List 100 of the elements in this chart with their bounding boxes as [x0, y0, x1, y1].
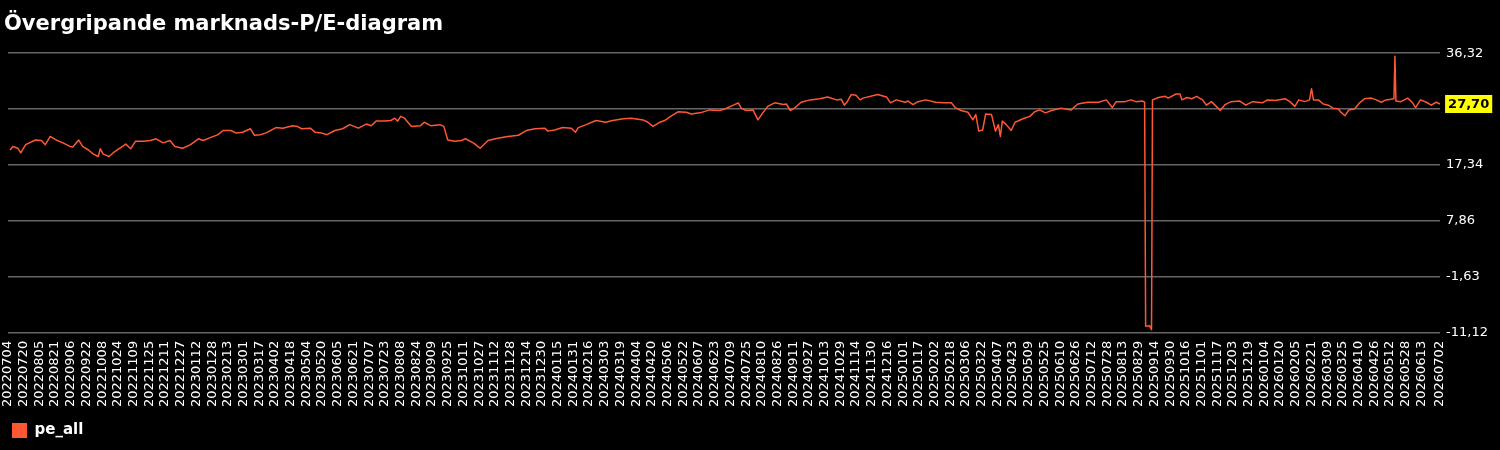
x-tick-label: 20230909 [423, 340, 439, 407]
x-tick-label: 20231230 [533, 340, 549, 407]
x-tick-label: 20250101 [894, 340, 910, 407]
y-tick-label: 17,34 [1446, 156, 1484, 172]
x-tick-label: 20221109 [125, 340, 141, 407]
x-tick-label: 20220821 [46, 340, 62, 407]
x-tick-label: 20231214 [517, 340, 533, 407]
x-tick-label: 20240404 [627, 340, 643, 407]
x-tick-label: 20250626 [1067, 340, 1083, 407]
x-tick-label: 20260325 [1334, 340, 1350, 407]
x-tick-label: 20221211 [156, 340, 172, 407]
chart-title: Övergripande marknads-P/E-diagram [4, 10, 444, 36]
x-tick-label: 20221024 [109, 340, 125, 407]
x-tick-label: 20250829 [1130, 340, 1146, 407]
annotation: 27,70 [1448, 95, 1490, 111]
x-tick-label: 20240216 [580, 340, 596, 407]
y-tick-label: -1,63 [1446, 268, 1480, 284]
x-tick-label: 20240506 [658, 340, 674, 407]
x-tick-label: 20221125 [140, 340, 156, 407]
x-tick-label: 20260512 [1381, 340, 1397, 407]
x-tick-label: 20230605 [329, 340, 345, 407]
x-tick-label: 20230317 [250, 340, 266, 407]
x-tick-label: 20240911 [784, 340, 800, 407]
x-tick-label: 20260309 [1318, 340, 1334, 407]
x-tick-label: 20230418 [282, 340, 298, 407]
x-tick-label: 20260104 [1255, 340, 1271, 407]
x-tick-label: 20260410 [1350, 340, 1365, 407]
x-tick-label: 20250407 [988, 340, 1004, 407]
x-tick-label: 20251117 [1208, 340, 1224, 407]
x-tick-label: 20251219 [1240, 340, 1256, 407]
x-tick-label: 20250117 [910, 340, 926, 407]
x-tick-label: 20240522 [674, 340, 690, 407]
x-tick-label: 20230112 [187, 340, 203, 407]
x-tick-label: 20250610 [1051, 340, 1067, 407]
x-tick-label: 20231112 [486, 340, 502, 407]
x-tick-label: 20230301 [234, 340, 250, 407]
x-tick-label: 20260221 [1302, 340, 1318, 407]
x-tick-label: 20220805 [30, 340, 46, 407]
x-tick-label: 20250914 [1145, 340, 1161, 407]
x-tick-label: 20240826 [768, 340, 784, 407]
x-tick-label: 20230504 [297, 340, 313, 407]
x-tick-label: 20240319 [611, 340, 627, 407]
x-tick-label: 20240115 [549, 340, 565, 407]
x-tick-label: 20241114 [847, 340, 863, 407]
x-tick-label: 20260613 [1412, 340, 1428, 407]
x-tick-label: 20240303 [596, 340, 612, 407]
x-tick-label: 20250202 [925, 340, 941, 407]
x-tick-label: 20251203 [1224, 340, 1240, 407]
x-tick-label: 20220704 [0, 340, 15, 407]
y-tick-label: 7,86 [1446, 212, 1476, 228]
legend-label: pe_all [34, 420, 84, 439]
x-tick-label: 20240420 [643, 340, 659, 407]
x-tick-label: 20250728 [1098, 340, 1114, 407]
x-tick-label: 20250423 [1004, 340, 1020, 407]
x-tick-label: 20240131 [564, 340, 580, 407]
x-tick-label: 20241130 [863, 340, 879, 407]
x-tick-label: 20250813 [1114, 340, 1130, 407]
x-tick-label: 20250306 [957, 340, 973, 407]
x-tick-label: 20220906 [62, 340, 78, 407]
x-tick-label: 20231027 [470, 340, 486, 407]
x-tick-label: 20240607 [690, 340, 706, 407]
x-tick-label: 20240810 [753, 340, 769, 407]
x-tick-label: 20221227 [172, 340, 188, 407]
x-tick-label: 20250218 [941, 340, 957, 407]
y-tick-label: 36,32 [1446, 44, 1484, 60]
x-tick-label: 20230723 [376, 340, 392, 407]
x-tick-label: 20240927 [800, 340, 816, 407]
x-tick-label: 20230213 [219, 340, 235, 407]
x-tick-label: 20221008 [93, 340, 109, 407]
x-tick-label: 20241013 [816, 340, 832, 407]
x-tick-label: 20240709 [721, 340, 737, 407]
x-tick-label: 20240725 [737, 340, 753, 407]
x-tick-label: 20230520 [313, 340, 329, 407]
x-tick-label: 20230402 [266, 340, 282, 407]
x-tick-label: 20250322 [973, 340, 989, 407]
x-tick-label: 20230824 [407, 340, 423, 407]
x-tick-label: 20251016 [1177, 340, 1193, 407]
x-tick-label: 20260702 [1431, 340, 1447, 407]
x-tick-label: 20220720 [15, 340, 31, 407]
x-tick-label: 20260528 [1397, 340, 1413, 407]
x-tick-label: 20260120 [1271, 340, 1287, 407]
x-tick-label: 20250930 [1161, 340, 1177, 407]
x-tick-label: 20251101 [1192, 340, 1208, 407]
x-tick-label: 20250509 [1020, 340, 1036, 407]
x-tick-label: 20241216 [878, 340, 894, 407]
x-tick-label: 20230128 [203, 340, 219, 407]
x-tick-label: 20241029 [831, 340, 847, 407]
y-tick-label: -11,12 [1446, 324, 1489, 340]
x-tick-label: 20231128 [501, 340, 517, 407]
x-tick-label: 20230707 [360, 340, 376, 407]
x-tick-label: 20230808 [392, 340, 407, 407]
x-tick-label: 20230925 [439, 340, 455, 407]
x-tick-label: 20240623 [706, 340, 722, 407]
x-tick-label: 20260205 [1287, 340, 1303, 407]
x-tick-label: 20260426 [1365, 340, 1381, 407]
x-tick-label: 20231011 [454, 340, 470, 407]
x-tick-label: 20250525 [1035, 340, 1051, 407]
x-tick-label: 20230621 [344, 340, 360, 407]
x-tick-label: 20250712 [1083, 340, 1099, 407]
x-tick-label: 20220922 [77, 340, 93, 407]
